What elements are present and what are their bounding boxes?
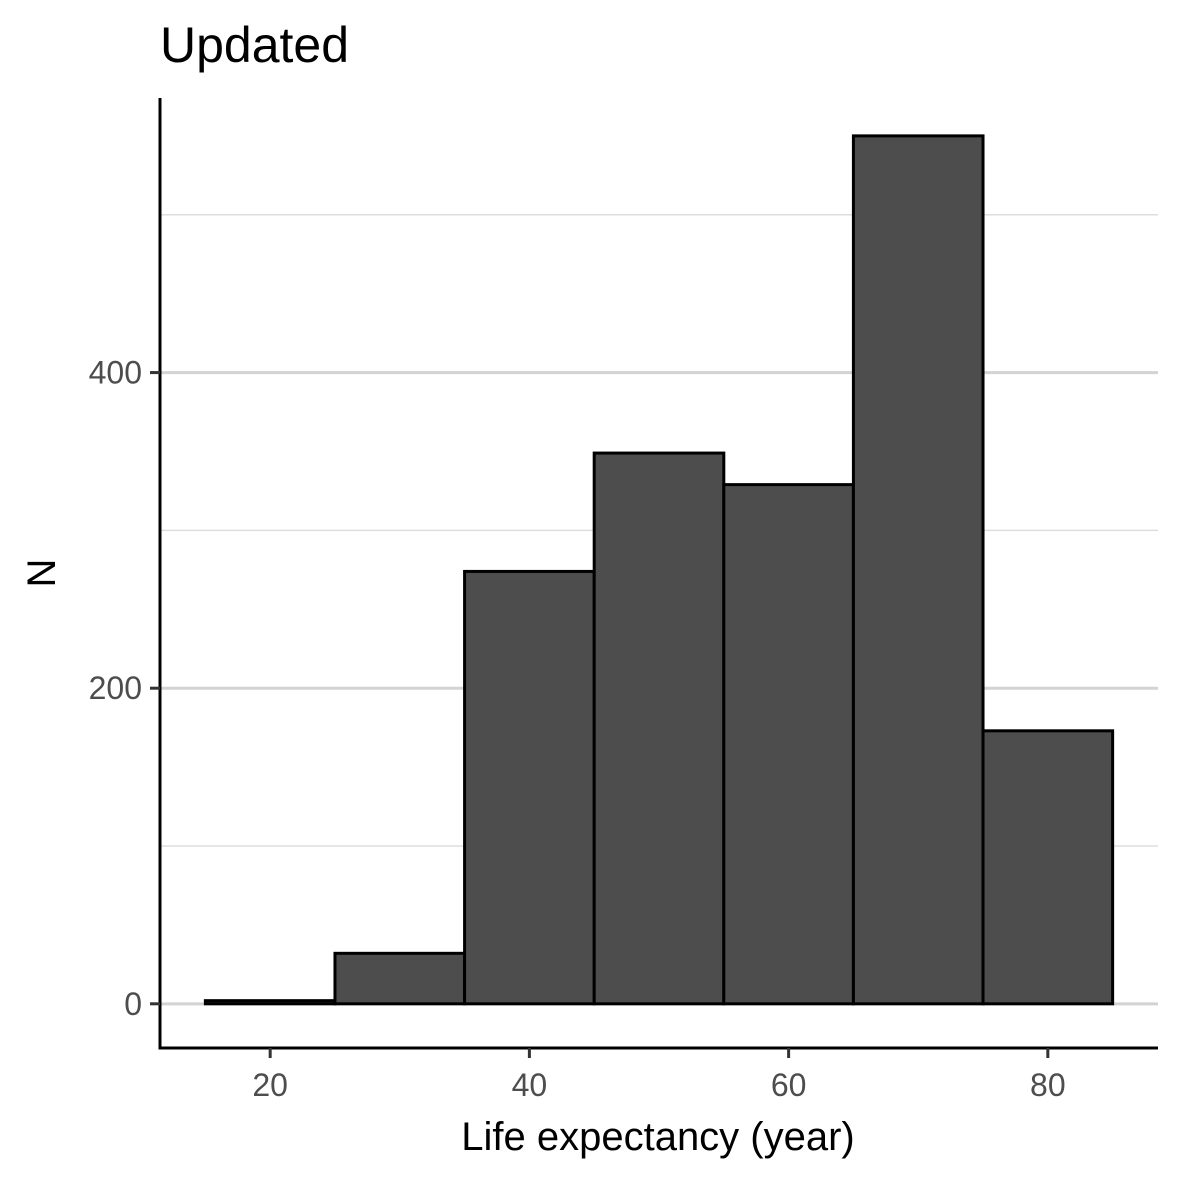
y-axis-ticks: 0 200 400 [89, 355, 160, 1022]
x-tick-label: 40 [512, 1067, 548, 1103]
histogram-bar [203, 999, 337, 1006]
x-tick-label: 80 [1030, 1067, 1066, 1103]
histogram-bar [722, 483, 855, 1006]
histogram-bar [981, 729, 1115, 1006]
chart-title: Updated [160, 17, 349, 73]
y-tick-label: 400 [89, 355, 142, 391]
histogram-bar [851, 134, 985, 1006]
histogram-bar [463, 569, 596, 1006]
histogram-bar [333, 951, 467, 1006]
x-axis-ticks: 20 40 60 80 [252, 1048, 1066, 1103]
x-tick-label: 60 [771, 1067, 807, 1103]
y-axis-title: N [20, 559, 64, 588]
y-tick-label: 0 [124, 986, 142, 1022]
histogram-bar [592, 451, 726, 1006]
x-axis-title: Life expectancy (year) [461, 1115, 855, 1159]
histogram-bars [203, 134, 1115, 1006]
x-tick-label: 20 [252, 1067, 288, 1103]
y-tick-label: 200 [89, 670, 142, 706]
